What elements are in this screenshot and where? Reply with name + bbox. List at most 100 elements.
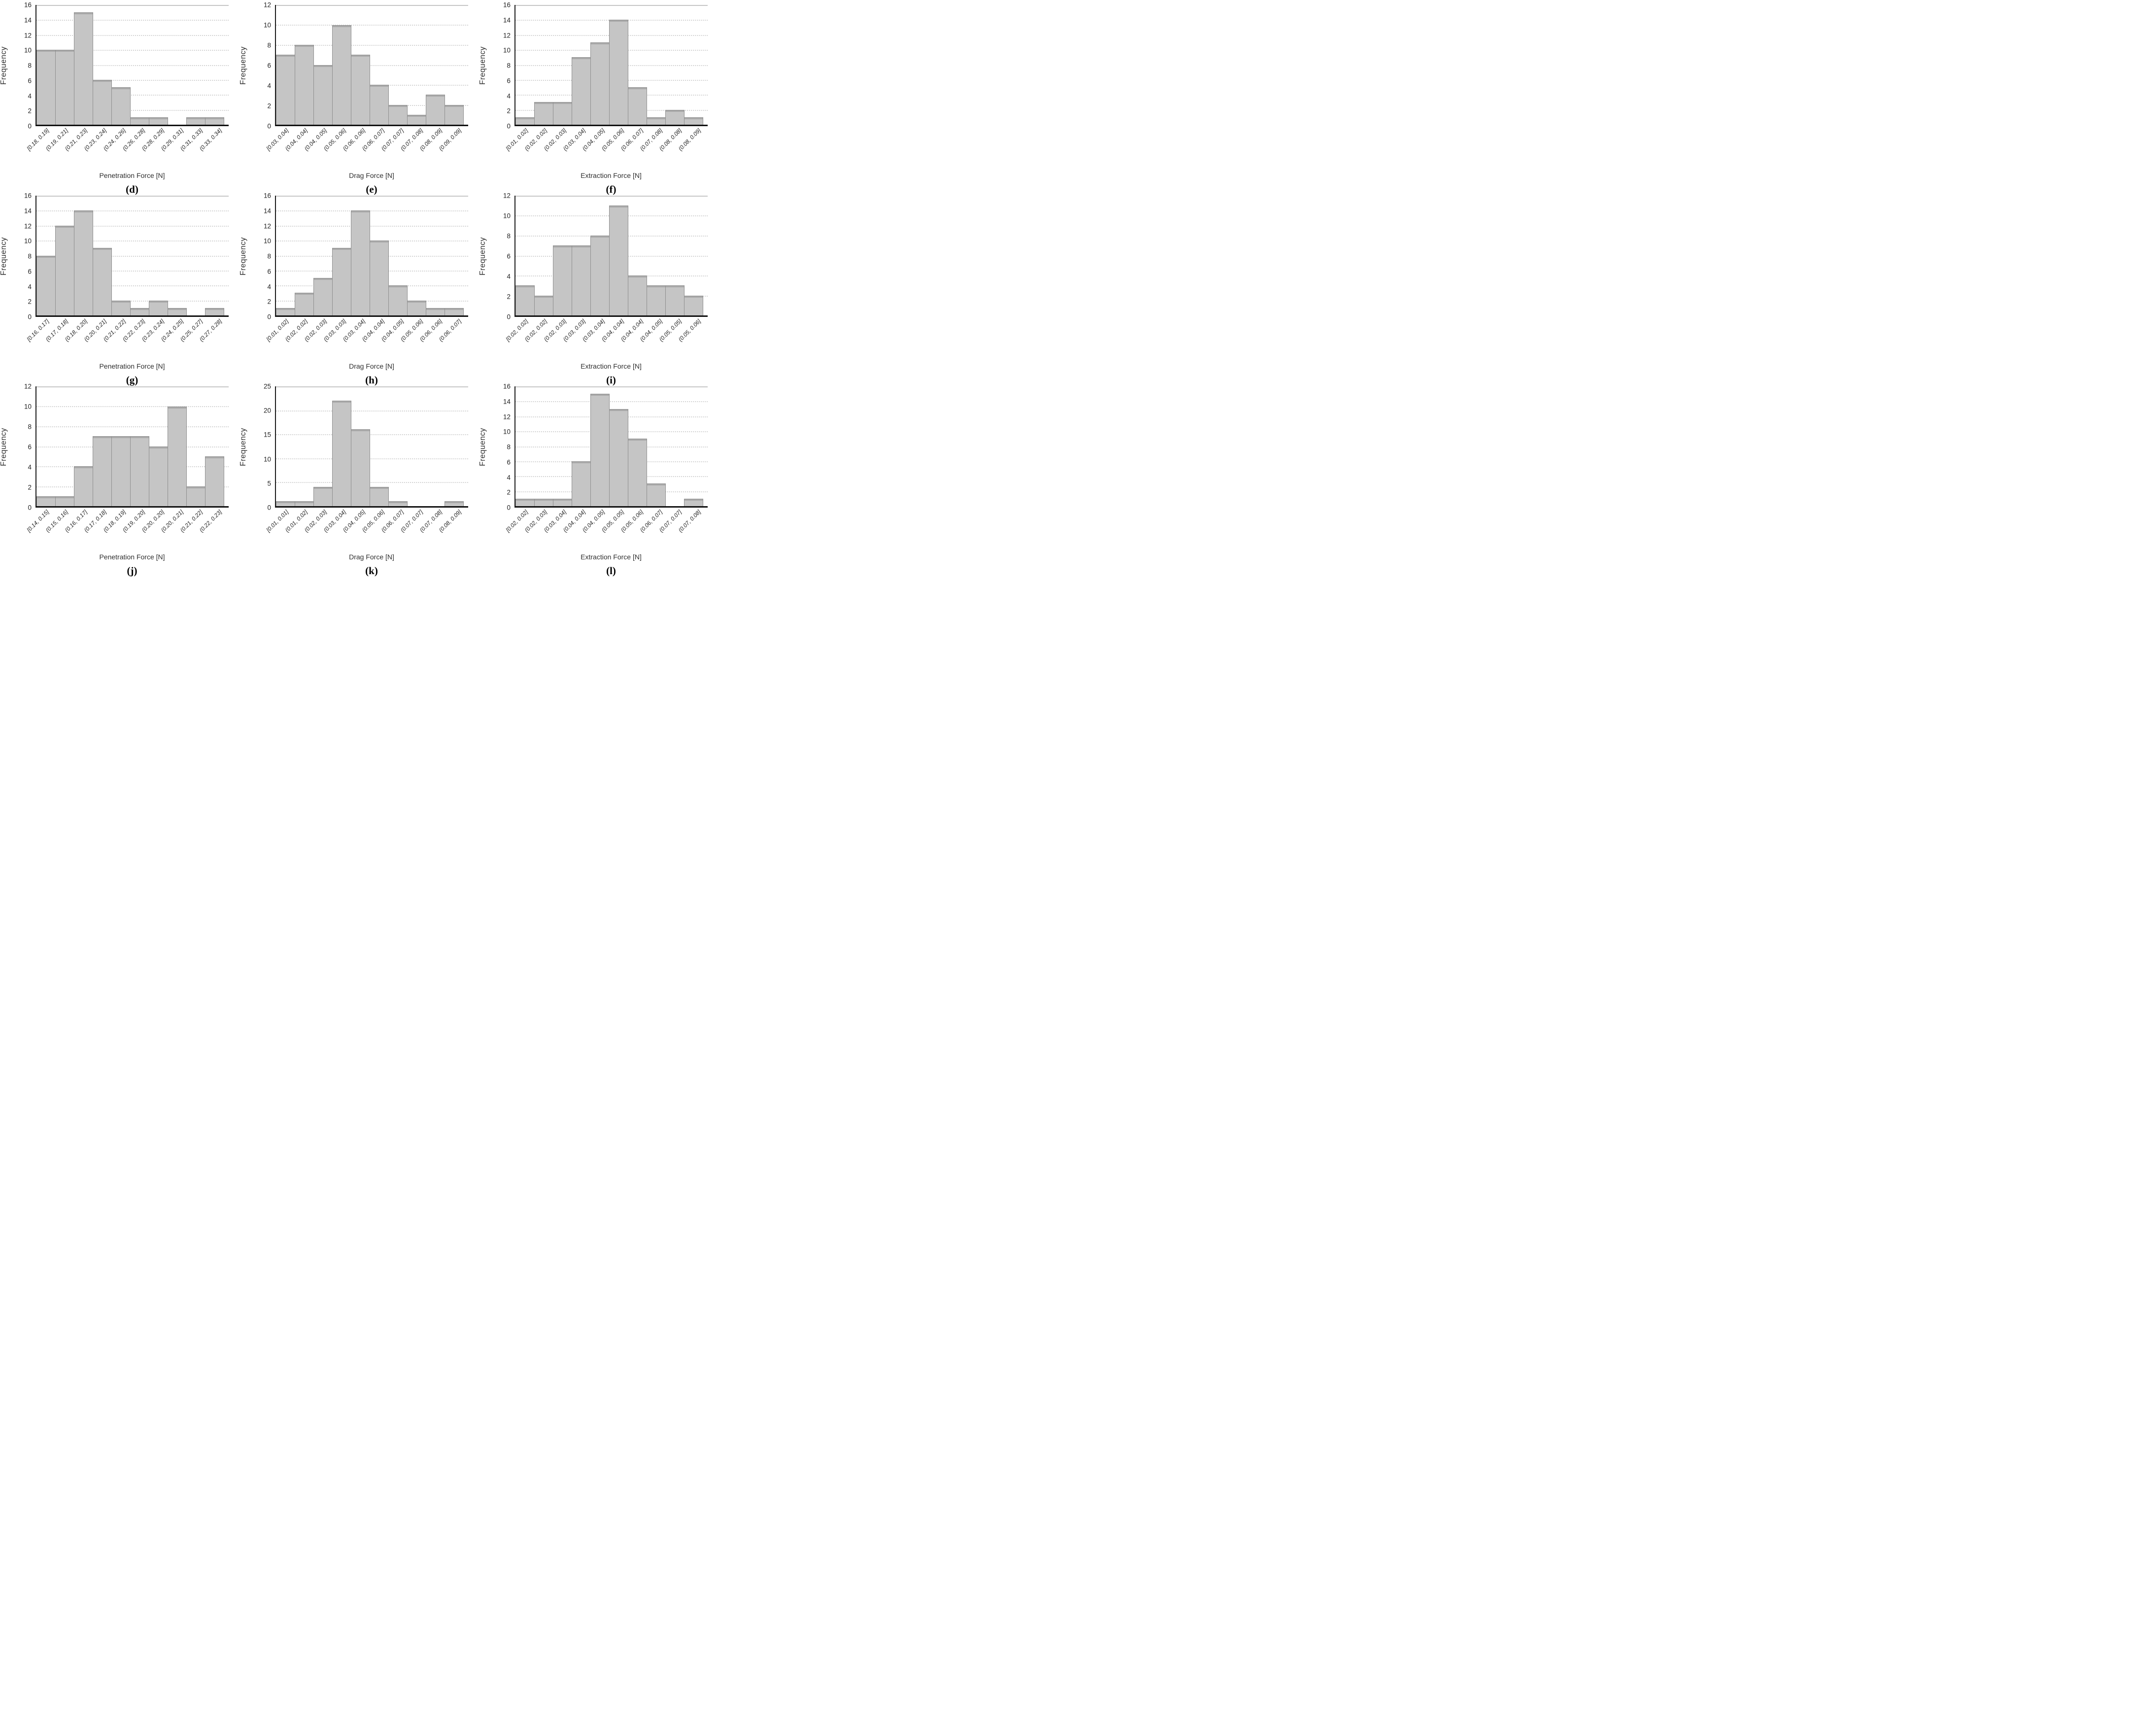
y-tick-label: 6	[267, 268, 271, 275]
plot-area: [0.01, 0.01] (0.01, 0.02] (0.02, 0.03] (0.0…	[266, 386, 468, 534]
histogram-bar	[388, 104, 408, 125]
y-tick-label: 5	[267, 480, 271, 487]
gridline	[36, 20, 229, 21]
y-tick-label: 8	[28, 62, 32, 69]
gridline	[36, 285, 229, 287]
gridline	[276, 482, 468, 483]
histogram-bar	[149, 446, 168, 506]
x-ticks: [0.02, 0.02] (0.02, 0.02] (0.02, 0.03] (0.0…	[505, 315, 708, 359]
y-tick-label: 4	[28, 463, 32, 471]
panel-caption: (j)	[127, 565, 137, 577]
y-tick-label: 16	[24, 192, 32, 200]
y-tick-label: 12	[503, 192, 511, 200]
plot-area-wrapper: Frequency 0 2 4 6 8 10 12 14 16 [0.02, 0.02] (0.02,…	[479, 383, 708, 534]
histogram-bar	[332, 401, 351, 506]
gridline	[36, 79, 229, 81]
plot-area-wrapper: Frequency 0 2 4 6 8 10 12 [0.14, 0.15] (0.15, 0.1…	[0, 383, 229, 534]
y-tick-label: 2	[507, 293, 511, 301]
histogram-bar	[111, 87, 131, 125]
gridline	[276, 210, 468, 212]
histogram-bar	[74, 210, 93, 315]
panel-caption: (l)	[606, 565, 616, 577]
y-tick-label: 25	[263, 382, 271, 390]
histogram-bar	[295, 45, 314, 125]
y-axis-label: Frequency	[0, 46, 8, 85]
chart-panel-h: Frequency 0 2 4 6 8 10 12 14 16 [0.01, 0.02] (0.02,…	[239, 191, 479, 386]
histogram-bar	[168, 308, 187, 315]
x-axis-label: Drag Force [N]	[349, 172, 394, 179]
y-tick-label: 0	[28, 313, 32, 321]
histogram-bar	[36, 50, 56, 125]
histogram-bar	[93, 436, 112, 506]
histogram-bar	[205, 456, 224, 506]
chart-panel-d: Frequency 0 2 4 6 8 10 12 14 16 [0.18, 0.19] (0.19,…	[0, 0, 240, 195]
histogram-bar	[665, 285, 684, 315]
gridline	[276, 65, 468, 66]
y-tick-label: 10	[263, 21, 271, 29]
histogram-bar	[370, 487, 389, 506]
histogram-bar	[186, 117, 205, 125]
y-tick-label: 8	[267, 41, 271, 49]
gridline	[276, 196, 468, 197]
chart-panel-f: Frequency 0 2 4 6 8 10 12 14 16 [0.01, 0.02] (0.02,…	[479, 0, 719, 195]
plot-area: [0.14, 0.15] (0.15, 0.16] (0.16, 0.17] (0.1…	[26, 386, 229, 534]
panel-caption: (k)	[365, 565, 378, 577]
x-ticks: [0.01, 0.02] (0.02, 0.02] (0.02, 0.03] (0.0…	[266, 315, 468, 359]
histogram-bar	[130, 308, 149, 315]
chart-panel-e: Frequency 0 2 4 6 8 10 12 [0.03, 0.04] (0.04, 0.0…	[239, 0, 479, 195]
y-tick-label: 6	[28, 268, 32, 275]
gridline	[36, 95, 229, 96]
histogram-bar	[130, 436, 149, 506]
gridline	[36, 65, 229, 66]
y-tick-label: 14	[24, 207, 32, 215]
histogram-bar	[313, 278, 333, 315]
gridline	[276, 458, 468, 459]
y-tick-label: 0	[507, 313, 511, 321]
plot-area-wrapper: Frequency 0 5 10 15 20 25 [0.01, 0.01] (0.01, 0.…	[239, 383, 468, 534]
panel-caption: (i)	[606, 374, 616, 386]
gridline	[515, 5, 708, 6]
histogram-bar	[445, 308, 464, 315]
plot-area-wrapper: Frequency 0 2 4 6 8 10 12 14 16 [0.18, 0.19] (0.19,…	[0, 1, 229, 152]
x-axis-label: Penetration Force [N]	[99, 362, 165, 370]
gridline	[276, 225, 468, 227]
histogram-bar	[609, 206, 628, 315]
plot-area-wrapper: Frequency 0 2 4 6 8 10 12 14 16 [0.16, 0.17] (0.17,…	[0, 192, 229, 343]
gridline	[276, 5, 468, 6]
y-tick-label: 4	[28, 92, 32, 100]
y-tick-label: 2	[28, 483, 32, 491]
bars-container	[36, 196, 229, 315]
y-tick-label: 0	[267, 504, 271, 512]
x-axis-label: Penetration Force [N]	[99, 172, 165, 179]
y-tick-label: 10	[24, 237, 32, 245]
histogram-bar	[351, 429, 370, 506]
gridline	[36, 5, 229, 6]
y-tick-label: 12	[503, 413, 511, 420]
plot-area: [0.02, 0.02] (0.02, 0.03] (0.03, 0.04] (0.0…	[505, 386, 708, 534]
y-tick-label: 0	[28, 504, 32, 512]
y-tick-label: 4	[28, 283, 32, 290]
histogram-bar	[553, 498, 572, 506]
histogram-bar	[205, 308, 224, 315]
y-tick-label: 0	[267, 313, 271, 321]
y-tick-label: 16	[503, 1, 511, 9]
gridline	[36, 210, 229, 212]
panel-caption: (f)	[606, 183, 616, 195]
gridline	[276, 386, 468, 387]
histogram-bar	[351, 55, 370, 125]
y-tick-label: 0	[28, 122, 32, 130]
y-tick-label: 8	[507, 62, 511, 69]
histogram-bar	[534, 498, 553, 506]
y-tick-label: 10	[24, 46, 32, 54]
y-tick-label: 6	[507, 252, 511, 260]
histogram-bar	[572, 461, 591, 506]
y-tick-label: 4	[267, 283, 271, 290]
y-tick-label: 12	[263, 1, 271, 9]
bars-container	[36, 386, 229, 506]
histogram-bar	[55, 225, 74, 315]
histogram-bar	[55, 496, 74, 506]
x-ticks: [0.03, 0.04] (0.04, 0.04] (0.04, 0.05] (0.0…	[266, 125, 468, 168]
x-axis-label: Extraction Force [N]	[581, 553, 642, 561]
histogram-bar	[553, 245, 572, 315]
histogram-bar	[609, 409, 628, 506]
